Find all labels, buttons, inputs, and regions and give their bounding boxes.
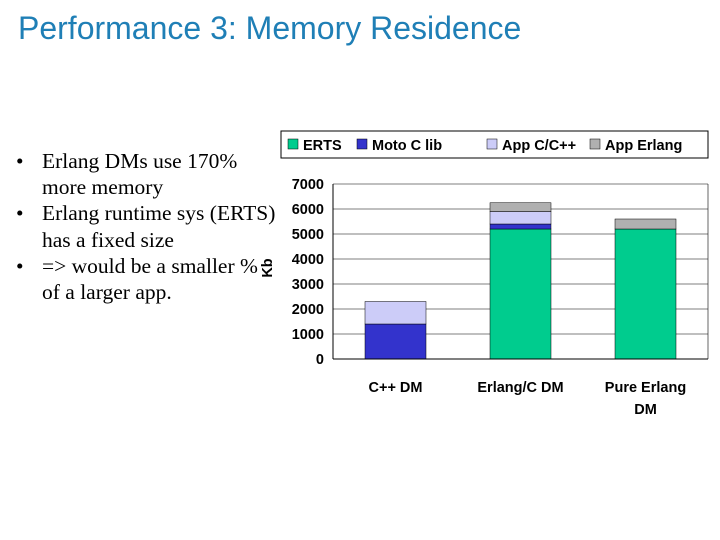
bullet-list: • Erlang DMs use 170% more memory • Erlang… (14, 148, 276, 305)
legend-swatch (287, 138, 299, 150)
bar-segment (489, 228, 552, 360)
y-tick-label: 4000 (292, 252, 324, 268)
slide-title: Performance 3: Memory Residence (18, 10, 522, 46)
legend-swatch (589, 138, 601, 150)
legend-label: ERTS (303, 138, 342, 154)
bullet-text: => would be a smaller % of a larger app. (42, 253, 258, 305)
y-tick-label: 3000 (292, 277, 324, 293)
bar-segment (489, 211, 552, 225)
legend-swatch (486, 138, 498, 150)
legend-swatch (356, 138, 368, 150)
bullet-dot: • (16, 253, 24, 278)
y-tick-label: 7000 (292, 177, 324, 193)
bullet-text: Erlang runtime sys (ERTS) has a fixed si… (42, 201, 276, 252)
bullet-item: • Erlang DMs use 170% more memory (14, 148, 276, 200)
y-axis-label: Kb (260, 258, 276, 277)
y-tick-label: 6000 (292, 202, 324, 218)
bullet-dot: • (16, 149, 24, 173)
y-tick-label: 5000 (292, 227, 324, 243)
y-tick-label: 1000 (292, 327, 324, 343)
x-tick-label: Pure Erlang (605, 380, 686, 396)
bar-segment (489, 223, 552, 230)
bullet-text: Erlang DMs use 170% more memory (42, 149, 238, 200)
bullet-dot: • (16, 201, 24, 226)
bar-segment (489, 202, 552, 212)
bar-segment (614, 218, 677, 230)
legend-label: App C/C++ (502, 138, 576, 154)
bar-segment (364, 301, 427, 325)
bar-segment (614, 228, 677, 360)
x-tick-label: DM (634, 402, 657, 418)
y-tick-label: 2000 (292, 302, 324, 318)
bullet-item: • => would be a smaller % of a larger app… (14, 253, 276, 305)
legend-label: Moto C lib (372, 138, 442, 154)
x-tick-label: C++ DM (369, 380, 423, 396)
legend-label: App Erlang (605, 138, 682, 154)
x-tick-label: Erlang/C DM (477, 380, 563, 396)
bullet-item: • Erlang runtime sys (ERTS) has a fixed s… (14, 200, 276, 252)
bar-segment (364, 323, 427, 360)
y-tick-label: 0 (316, 352, 324, 368)
